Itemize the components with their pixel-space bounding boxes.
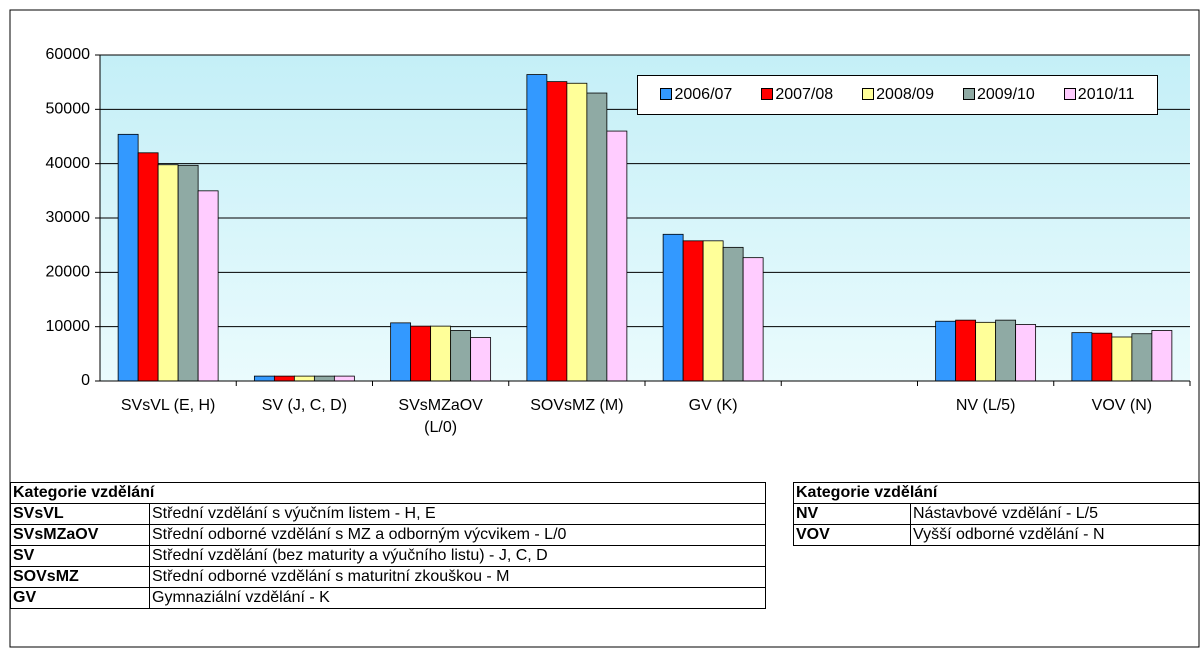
- x-tick-label: SOVsMZ (M): [530, 397, 624, 414]
- bar: [566, 82, 588, 382]
- table-row: VOV Vyšší odborné vzdělání - N: [793, 524, 1200, 546]
- description: Střední odborné vzdělání s MZ a odborným…: [149, 524, 766, 546]
- table-row: SVsMZaOV Střední odborné vzdělání s MZ a …: [10, 524, 766, 546]
- bar: [975, 321, 997, 382]
- legend-item: 2008/09: [862, 86, 934, 104]
- bar: [526, 74, 548, 382]
- abbreviation: SVsVL: [10, 503, 150, 525]
- bar: [1091, 332, 1113, 382]
- bar: [137, 152, 159, 382]
- table: Kategorie vzdělání SVsVL Střední vzdělání …: [10, 482, 766, 609]
- bar: [313, 375, 335, 382]
- description: Střední odborné vzdělání s maturitní zko…: [149, 566, 766, 588]
- abbreviation: SOVsMZ: [10, 566, 150, 588]
- bar: [722, 246, 744, 382]
- bar: [253, 375, 275, 382]
- table-header-row: Kategorie vzdělání: [10, 482, 766, 504]
- bar: [662, 233, 684, 382]
- legend: 2006/07 2007/08 2008/09 2009/10 2010/11: [637, 75, 1158, 115]
- bar: [293, 375, 315, 382]
- y-tick-label: 60000: [46, 46, 91, 63]
- bar: [1151, 330, 1173, 382]
- bar: [546, 81, 568, 382]
- bar: [1015, 324, 1037, 382]
- bar: [1111, 336, 1133, 382]
- legend-label: 2006/07: [674, 86, 733, 103]
- legend-swatch: [862, 88, 875, 100]
- bar: [450, 330, 472, 382]
- bar: [742, 257, 764, 382]
- y-tick-label: 50000: [46, 101, 91, 118]
- table-row: NV Nástavbové vzdělání - L/5: [793, 503, 1200, 525]
- table-header: Kategorie vzdělání: [10, 482, 766, 504]
- legend-label: 2007/08: [775, 86, 834, 103]
- legend-swatch: [660, 88, 673, 100]
- x-tick-label: SVsMZaOV (L/0): [398, 397, 483, 436]
- bar: [682, 240, 704, 382]
- legend-label: 2009/10: [976, 86, 1035, 103]
- y-tick-label: 20000: [46, 264, 91, 281]
- bar: [430, 325, 452, 382]
- abbreviation: NV: [793, 503, 911, 525]
- table-header-row: Kategorie vzdělání: [793, 482, 1200, 504]
- description: Nástavbové vzdělání - L/5: [910, 503, 1200, 525]
- table: Kategorie vzdělání NV Nástavbové vzdělání …: [793, 482, 1200, 546]
- frame: [9, 9, 1200, 648]
- bar: [177, 164, 199, 382]
- x-tick-label: GV (K): [688, 397, 738, 414]
- abbreviation: VOV: [793, 524, 911, 546]
- y-tick-label: 10000: [46, 318, 91, 335]
- legend-swatch: [761, 88, 774, 100]
- bar: [586, 92, 608, 382]
- description: Gymnaziální vzdělání - K: [149, 587, 766, 609]
- bar: [606, 130, 628, 382]
- abbreviation: SV: [10, 545, 150, 567]
- table-header: Kategorie vzdělání: [793, 482, 1200, 504]
- bar: [273, 375, 295, 382]
- bar: [935, 320, 957, 382]
- legend-swatch: [962, 88, 975, 100]
- bar: [410, 325, 432, 382]
- legend-swatch: [1063, 88, 1076, 100]
- abbreviation: GV: [10, 587, 150, 609]
- bar: [157, 164, 179, 382]
- bar: [955, 319, 977, 382]
- bar: [995, 319, 1017, 382]
- legend-item: 2007/08: [761, 86, 833, 104]
- y-tick-label: 0: [81, 372, 90, 389]
- abbreviation: SVsMZaOV: [10, 524, 150, 546]
- y-tick-label: 40000: [46, 155, 91, 172]
- legend-item: 2006/07: [660, 86, 732, 104]
- legend-label: 2010/11: [1077, 86, 1135, 103]
- legend-item: 2010/11: [1063, 86, 1135, 104]
- bar: [117, 133, 139, 382]
- bar: [1131, 333, 1153, 382]
- legend-label: 2008/09: [876, 86, 934, 103]
- x-tick-label: SV (J, C, D): [261, 397, 348, 414]
- description: Střední vzdělání s výučním listem - H, E: [149, 503, 766, 525]
- y-tick-label: 30000: [46, 209, 91, 226]
- bar: [702, 240, 724, 382]
- bar: [197, 190, 219, 382]
- table-row: SOVsMZ Střední odborné vzdělání s maturit…: [10, 566, 766, 588]
- table-row: GV Gymnaziální vzdělání - K: [10, 587, 766, 609]
- bar: [1071, 332, 1093, 382]
- description: Střední vzdělání (bez maturity a výučníh…: [149, 545, 766, 567]
- legend-item: 2009/10: [962, 86, 1035, 104]
- x-tick-label: NV (L/5): [955, 397, 1016, 414]
- x-tick-label: VOV (N): [1091, 397, 1153, 414]
- bar: [333, 375, 355, 382]
- bar: [470, 337, 492, 382]
- table-row: SV Střední vzdělání (bez maturity a výučn…: [10, 545, 766, 567]
- table-row: SVsVL Střední vzdělání s výučním listem -…: [10, 503, 766, 525]
- bar: [390, 322, 412, 382]
- x-tick-label: SVsVL (E, H): [120, 397, 216, 414]
- description: Vyšší odborné vzdělání - N: [910, 524, 1200, 546]
